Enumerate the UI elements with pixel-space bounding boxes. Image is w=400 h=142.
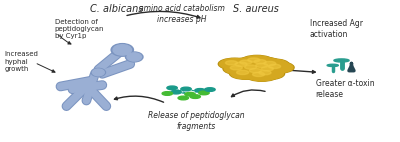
Circle shape xyxy=(224,64,255,74)
Ellipse shape xyxy=(127,53,142,61)
Circle shape xyxy=(262,62,293,73)
Circle shape xyxy=(229,60,259,71)
Circle shape xyxy=(249,61,281,72)
Circle shape xyxy=(167,86,177,90)
Ellipse shape xyxy=(91,68,106,76)
Circle shape xyxy=(231,68,261,79)
Circle shape xyxy=(185,92,195,96)
Circle shape xyxy=(247,57,280,69)
Circle shape xyxy=(256,64,286,75)
Circle shape xyxy=(257,59,289,70)
Circle shape xyxy=(248,58,260,62)
Circle shape xyxy=(178,96,188,100)
Circle shape xyxy=(220,59,250,69)
Circle shape xyxy=(230,66,242,70)
Circle shape xyxy=(259,71,271,75)
Ellipse shape xyxy=(92,69,104,76)
Circle shape xyxy=(205,88,215,91)
Ellipse shape xyxy=(113,45,132,55)
Ellipse shape xyxy=(111,44,134,56)
Circle shape xyxy=(261,62,294,73)
Circle shape xyxy=(234,58,264,69)
Circle shape xyxy=(248,58,278,68)
Circle shape xyxy=(252,72,265,77)
Text: Release of peptidoglycan
fragments: Release of peptidoglycan fragments xyxy=(148,111,244,131)
Circle shape xyxy=(240,60,252,64)
Text: C. albicans: C. albicans xyxy=(90,4,143,14)
Circle shape xyxy=(171,90,181,94)
Circle shape xyxy=(246,70,278,81)
Circle shape xyxy=(181,87,191,91)
Circle shape xyxy=(226,61,238,65)
Circle shape xyxy=(239,63,269,74)
Circle shape xyxy=(252,68,284,80)
Circle shape xyxy=(236,70,249,75)
Circle shape xyxy=(190,95,200,98)
Text: Greater α-toxin
release: Greater α-toxin release xyxy=(316,79,374,99)
Circle shape xyxy=(223,63,256,75)
Circle shape xyxy=(238,62,270,74)
Circle shape xyxy=(233,58,265,69)
Circle shape xyxy=(242,56,272,66)
Circle shape xyxy=(195,89,205,92)
Circle shape xyxy=(244,66,274,77)
Circle shape xyxy=(258,59,288,70)
Circle shape xyxy=(249,68,262,73)
Circle shape xyxy=(254,60,266,64)
Circle shape xyxy=(256,63,268,67)
Text: Increased Agr
activation: Increased Agr activation xyxy=(310,19,363,39)
Circle shape xyxy=(261,67,274,71)
Text: Detection of
peptidoglycan
by Cyr1p: Detection of peptidoglycan by Cyr1p xyxy=(54,19,104,39)
Circle shape xyxy=(199,91,209,95)
Text: amino acid catabolism
increases pH: amino acid catabolism increases pH xyxy=(139,4,225,24)
Circle shape xyxy=(218,58,251,70)
Circle shape xyxy=(250,61,280,72)
Ellipse shape xyxy=(126,52,143,62)
Text: S. aureus: S. aureus xyxy=(233,4,279,14)
Circle shape xyxy=(230,68,262,79)
Circle shape xyxy=(268,64,280,68)
Circle shape xyxy=(253,68,283,79)
Ellipse shape xyxy=(334,59,349,62)
Circle shape xyxy=(228,60,260,71)
Ellipse shape xyxy=(327,64,338,66)
Circle shape xyxy=(235,62,247,66)
Circle shape xyxy=(244,65,257,69)
Circle shape xyxy=(242,66,275,78)
Circle shape xyxy=(264,61,276,66)
Text: Increased
hyphal
growth: Increased hyphal growth xyxy=(5,51,38,72)
Circle shape xyxy=(247,70,277,81)
Circle shape xyxy=(162,92,172,95)
Circle shape xyxy=(241,55,273,67)
Circle shape xyxy=(254,64,287,76)
